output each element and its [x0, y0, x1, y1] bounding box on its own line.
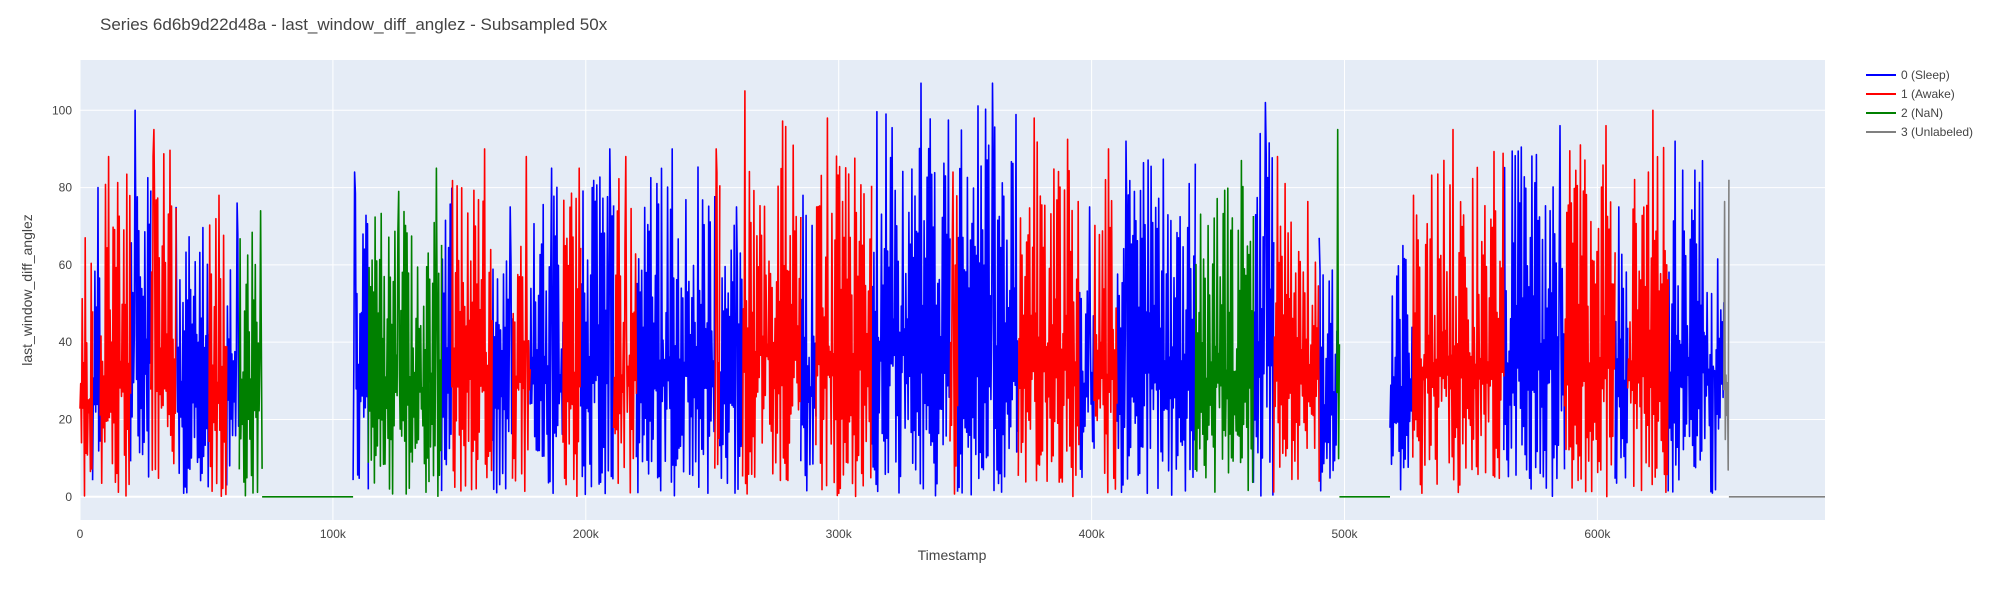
series-line-segment	[1563, 124, 1616, 498]
legend-item[interactable]: 1 (Awake)	[1866, 87, 1955, 101]
series-line-segment	[440, 187, 453, 492]
series-line-segment	[1667, 140, 1725, 494]
series-line-segment	[1252, 101, 1275, 497]
x-tick-label: 300k	[826, 527, 853, 541]
series-line-segment	[1723, 179, 1730, 471]
series-line-segment	[1017, 117, 1080, 498]
tick-labels: 0 100k 200k 300k 400k 500k 600k 0 20 40 60 80 100	[52, 103, 1611, 541]
series-line-segment	[79, 237, 94, 497]
y-tick-label: 60	[59, 258, 73, 272]
x-tick-label: 500k	[1331, 527, 1358, 541]
series-3-unlabeled	[1723, 179, 1825, 498]
y-tick-label: 80	[59, 181, 73, 195]
x-tick-label: 600k	[1584, 527, 1611, 541]
series-line-segment	[1614, 206, 1629, 484]
series-line-segment	[1626, 109, 1669, 494]
x-tick-label: 100k	[320, 527, 347, 541]
series-line-segment	[562, 167, 582, 497]
x-tick-label: 400k	[1079, 527, 1106, 541]
y-tick-label: 100	[52, 103, 72, 117]
series-line-segment	[175, 206, 210, 494]
series-line-segment	[1503, 124, 1566, 498]
series-line-segment	[1116, 140, 1197, 496]
series-line-segment	[714, 148, 721, 469]
legend: 0 (Sleep) 1 (Awake) 2 (NaN) 3 (Unlabeled)	[1866, 68, 1973, 139]
series-line-segment	[612, 155, 638, 494]
series-line-segment	[1272, 155, 1320, 493]
series-line-segment	[367, 190, 430, 495]
legend-label: 1 (Awake)	[1901, 87, 1955, 101]
series-line-segment	[719, 206, 744, 494]
series-line-segment	[238, 210, 263, 497]
series-line-segment	[1318, 237, 1338, 492]
series-line-segment	[511, 155, 531, 493]
y-axis-title: last_window_diff_anglez	[19, 214, 35, 366]
series-line-segment	[129, 109, 152, 478]
series-line-segment	[451, 148, 493, 492]
legend-item[interactable]: 0 (Sleep)	[1866, 68, 1950, 82]
series-0-sleep	[91, 82, 1725, 498]
series-2-nan	[238, 128, 1390, 498]
x-tick-label: 0	[77, 527, 84, 541]
legend-item[interactable]: 3 (Unlabeled)	[1866, 125, 1973, 139]
series-line-segment	[1412, 128, 1505, 494]
series-line-segment	[815, 117, 873, 498]
x-tick-label: 200k	[573, 527, 600, 541]
series-line-segment	[1093, 148, 1118, 494]
plot-lines	[79, 82, 1825, 498]
series-line-segment	[428, 167, 443, 497]
series-line-segment	[800, 194, 817, 492]
series-line-segment	[949, 171, 959, 495]
y-tick-label: 40	[59, 335, 73, 349]
series-line-segment	[579, 148, 615, 496]
series-line-segment	[635, 148, 716, 497]
series-line-segment	[99, 155, 132, 497]
y-tick-label: 20	[59, 412, 73, 426]
series-line-segment	[1194, 159, 1255, 493]
x-axis-title: Timestamp	[918, 547, 987, 563]
series-line-segment	[870, 82, 951, 497]
legend-label: 3 (Unlabeled)	[1901, 125, 1973, 139]
legend-label: 2 (NaN)	[1901, 106, 1943, 120]
series-1-awake	[79, 90, 1669, 498]
series-line-segment	[208, 194, 228, 497]
series-line-segment	[91, 186, 101, 481]
series-line-segment	[225, 202, 241, 486]
series-line-segment	[529, 167, 564, 495]
series-line-segment	[352, 171, 370, 490]
series-line-segment	[1389, 244, 1414, 491]
legend-label: 0 (Sleep)	[1901, 68, 1950, 82]
chart-title: Series 6d6b9d22d48a - last_window_diff_a…	[100, 15, 608, 34]
series-line-segment	[491, 206, 514, 494]
series-line-segment	[150, 128, 177, 479]
series-line-segment	[956, 82, 1020, 496]
legend-item[interactable]: 2 (NaN)	[1866, 106, 1943, 120]
y-tick-label: 0	[65, 490, 72, 504]
series-line-segment	[1078, 206, 1095, 479]
series-line-segment	[741, 90, 802, 495]
series-line-segment	[1336, 128, 1341, 460]
